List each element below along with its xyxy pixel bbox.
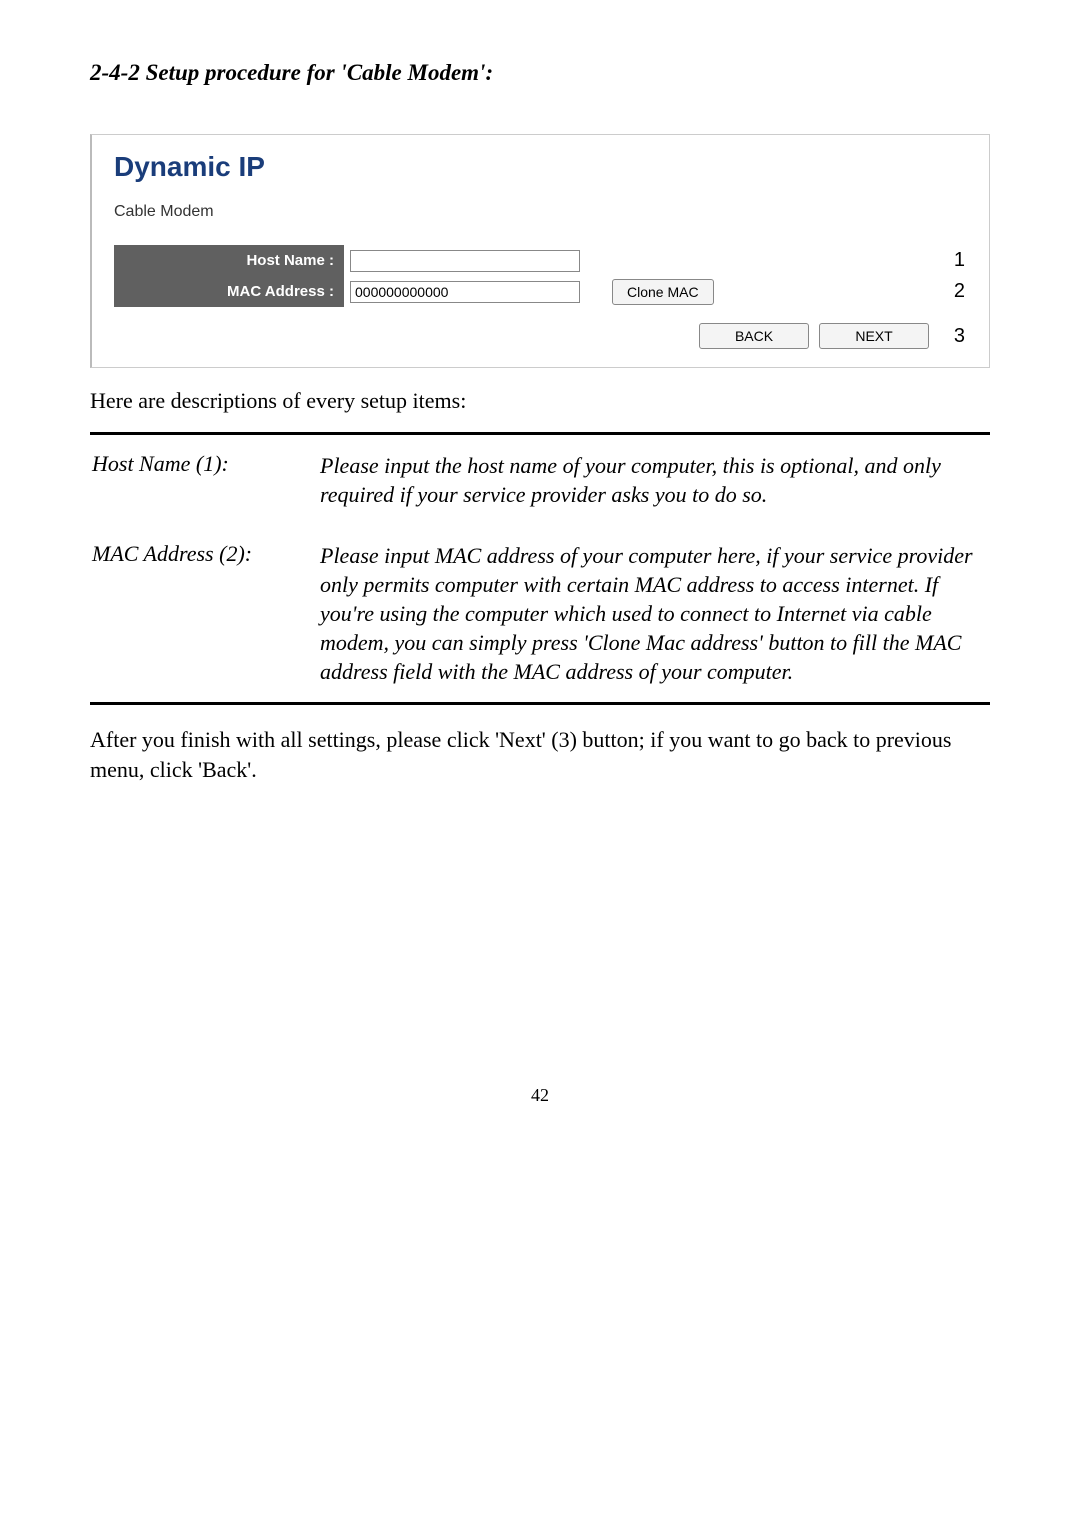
host-name-input[interactable] (350, 250, 580, 272)
description-body: Please input MAC address of your compute… (320, 541, 988, 686)
mac-address-input[interactable] (350, 281, 580, 303)
description-body: Please input the host name of your compu… (320, 451, 988, 509)
panel-subtitle: Cable Modem (114, 203, 967, 221)
row-marker-1: 1 (939, 249, 967, 272)
dynamic-ip-panel: Dynamic IP Cable Modem Host Name : 1 MAC… (90, 134, 990, 368)
host-name-cell (344, 246, 604, 276)
clone-mac-cell: Clone MAC (604, 279, 939, 305)
next-button[interactable]: NEXT (819, 323, 929, 349)
mac-address-cell (344, 277, 604, 307)
panel-title: Dynamic IP (114, 151, 967, 183)
nav-row: BACK NEXT 3 (114, 323, 967, 349)
intro-text: Here are descriptions of every setup ite… (90, 388, 990, 414)
row-marker-2: 2 (939, 280, 967, 303)
section-heading: 2-4-2 Setup procedure for 'Cable Modem': (90, 60, 990, 86)
row-marker-3: 3 (939, 325, 967, 348)
description-term: Host Name (1): (92, 451, 302, 509)
mac-address-label: MAC Address : (114, 276, 344, 307)
after-text: After you finish with all settings, plea… (90, 725, 990, 784)
back-button[interactable]: BACK (699, 323, 809, 349)
description-table: Host Name (1): Please input the host nam… (90, 432, 990, 705)
description-term: MAC Address (2): (92, 541, 302, 686)
form-grid: Host Name : 1 MAC Address : Clone MAC 2 (114, 245, 967, 307)
clone-mac-button[interactable]: Clone MAC (612, 279, 714, 305)
description-row: MAC Address (2): Please input MAC addres… (90, 525, 990, 702)
description-row: Host Name (1): Please input the host nam… (90, 435, 990, 525)
page-number: 42 (90, 1085, 990, 1106)
host-name-label: Host Name : (114, 245, 344, 276)
